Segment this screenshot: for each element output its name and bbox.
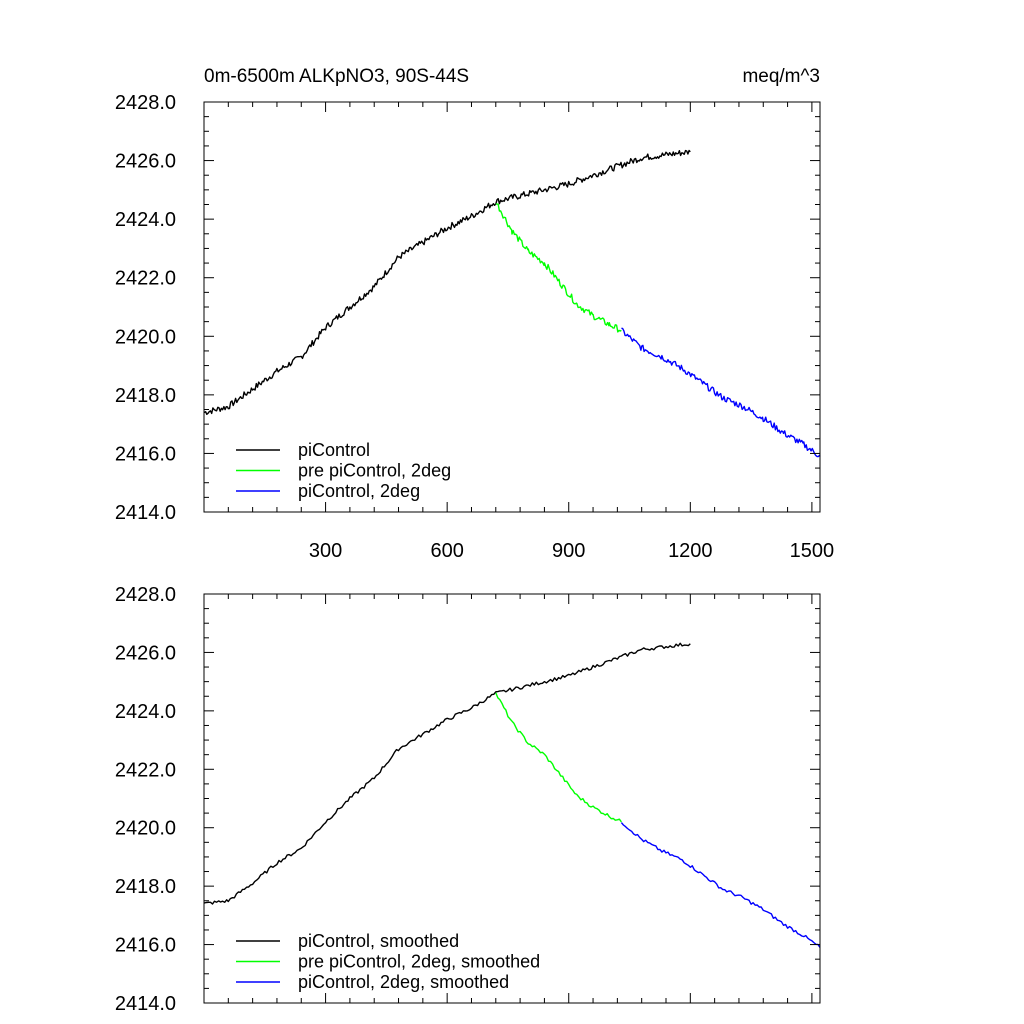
plot-frame xyxy=(203,593,821,1004)
x-tick-label: 1500 xyxy=(790,540,835,562)
legend-label-2: piControl, 2deg xyxy=(298,481,420,501)
x-tick-label: 300 xyxy=(309,540,342,562)
y-tick-label: 2418.0 xyxy=(115,385,176,407)
y-tick-label: 2416.0 xyxy=(115,443,176,465)
legend-label-0: piControl xyxy=(298,440,370,460)
y-tick-label: 2428.0 xyxy=(115,584,176,606)
y-tick-label: 2426.0 xyxy=(115,642,176,664)
y-tick-label: 2424.0 xyxy=(115,209,176,231)
y-tick-label: 2422.0 xyxy=(115,759,176,781)
y-tick-label: 2416.0 xyxy=(115,935,176,957)
y-tick-label: 2428.0 xyxy=(115,92,176,114)
legend-label-1: pre piControl, 2deg, smoothed xyxy=(298,952,540,972)
series-line-1 xyxy=(495,692,622,823)
plot-frame xyxy=(203,101,821,513)
y-tick-label: 2414.0 xyxy=(115,502,176,524)
chart-title: 0m-6500m ALKpNO3, 90S-44S xyxy=(204,66,469,87)
bottom-panel: 2414.0 2416.0 2418.0 2420.0 2422.0 2424.0 2426… xyxy=(115,584,821,1015)
y-tick-label: 2420.0 xyxy=(115,818,176,840)
y-tick-label: 2426.0 xyxy=(115,151,176,173)
series-line-0 xyxy=(204,642,691,905)
y-tick-label: 2422.0 xyxy=(115,268,176,290)
legend-label-2: piControl, 2deg, smoothed xyxy=(298,972,509,992)
legend-label-1: pre piControl, 2deg xyxy=(298,461,451,481)
series-line-2 xyxy=(620,822,821,948)
x-tick-label: 900 xyxy=(552,540,585,562)
top-panel: 0m-6500m ALKpNO3, 90S-44S meq/m^3 2414.0… xyxy=(115,66,834,562)
y-tick-label: 2424.0 xyxy=(115,701,176,723)
x-tick-label: 1200 xyxy=(668,540,713,562)
series-line-0 xyxy=(204,149,691,415)
chart-units: meq/m^3 xyxy=(742,66,820,87)
series-line-1 xyxy=(495,203,622,333)
x-tick-label: 600 xyxy=(430,540,463,562)
y-tick-label: 2420.0 xyxy=(115,326,176,348)
y-tick-label: 2418.0 xyxy=(115,876,176,898)
legend-label-0: piControl, smoothed xyxy=(298,931,459,951)
y-tick-label: 2414.0 xyxy=(115,993,176,1015)
series-line-2 xyxy=(621,327,821,458)
